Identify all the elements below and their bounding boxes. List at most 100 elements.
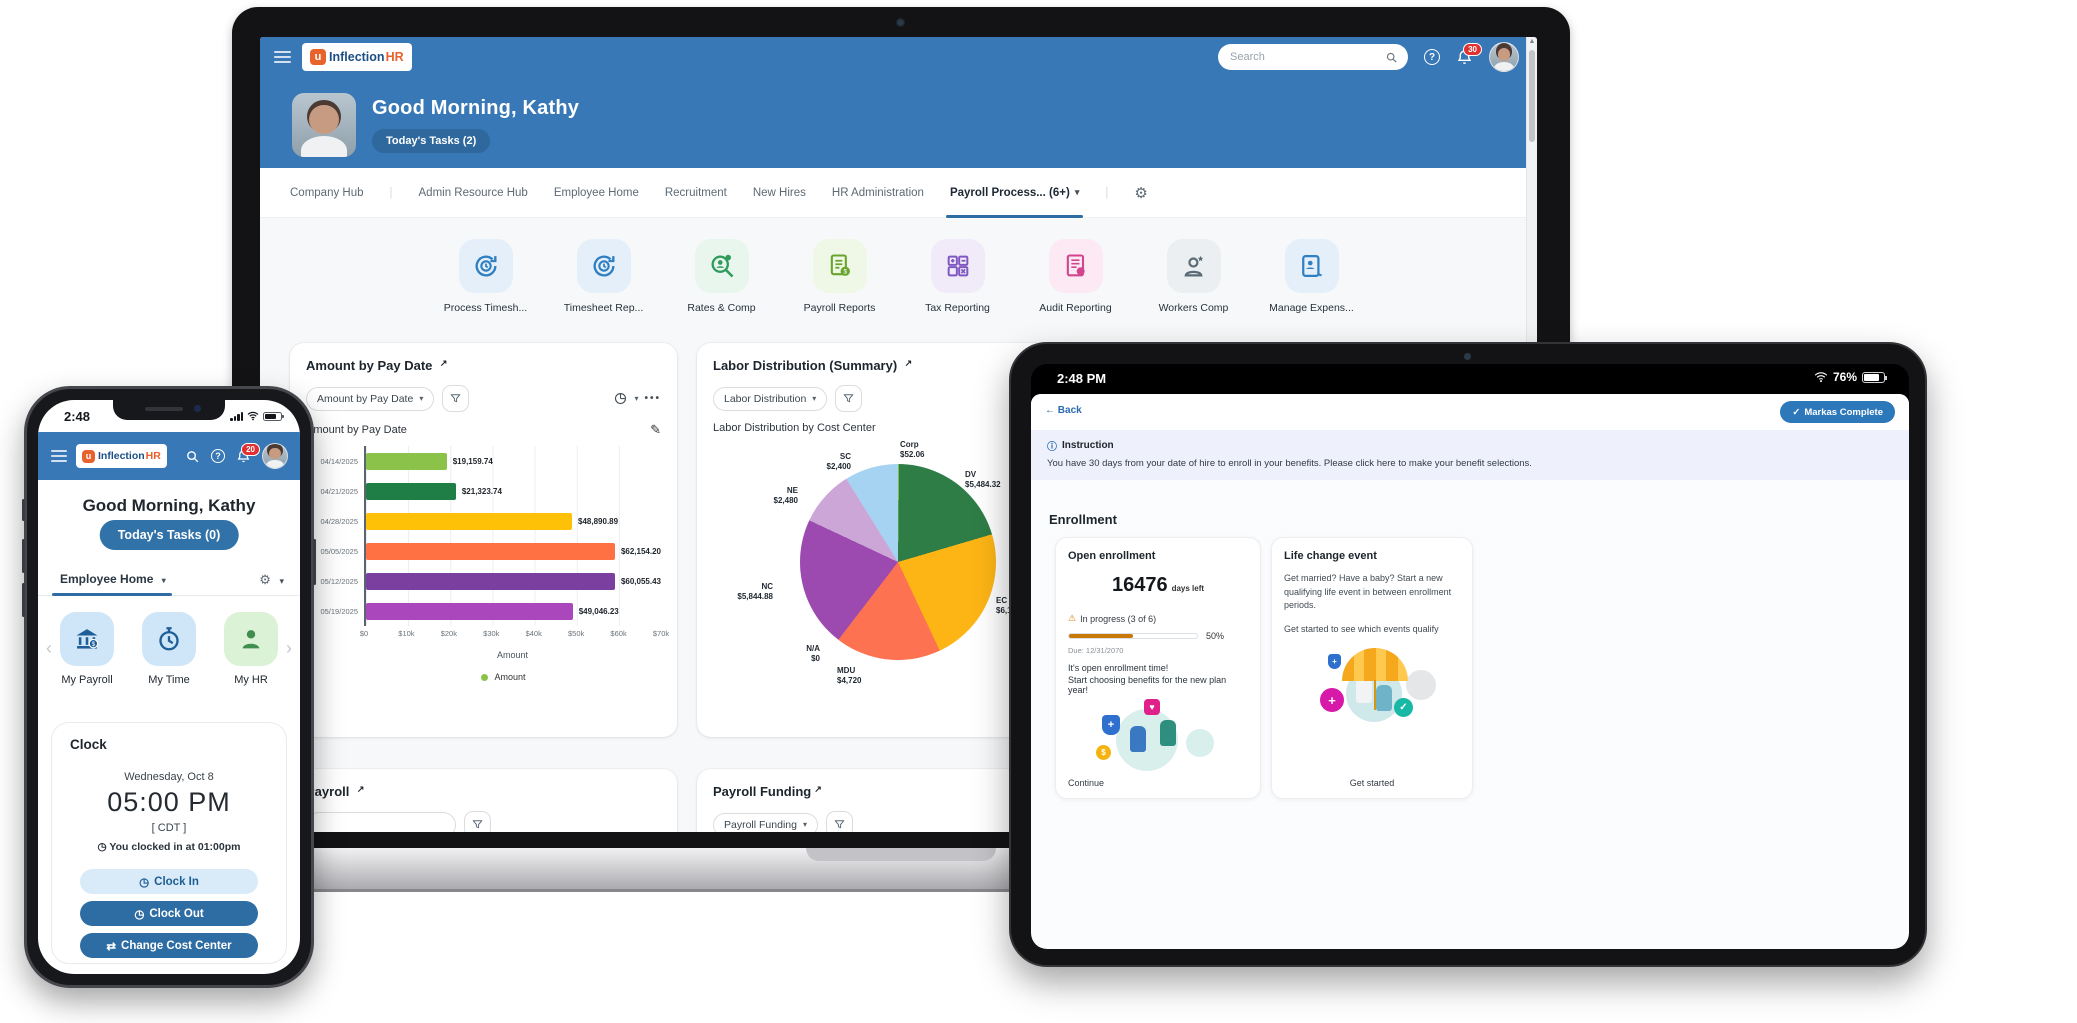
mark-complete-label: Markas Complete bbox=[1804, 406, 1883, 418]
info-icon: ⓘ bbox=[1047, 442, 1057, 453]
open-link-icon[interactable]: ↗ bbox=[904, 358, 913, 368]
tab-new-hires[interactable]: New Hires bbox=[752, 186, 806, 199]
inflectionhr-logo[interactable]: u Inflection HR bbox=[302, 43, 412, 71]
filter-funnel-button[interactable] bbox=[442, 385, 470, 412]
logo-text-2: HR bbox=[385, 50, 404, 64]
tab-divider: | bbox=[1105, 186, 1109, 199]
pie-slice-value: $2,400 bbox=[826, 462, 851, 472]
help-button[interactable]: ? bbox=[1424, 49, 1440, 65]
tabs-gear-icon[interactable]: ⚙ bbox=[1134, 184, 1148, 202]
app-process-timesh[interactable]: Process Timesh... bbox=[434, 239, 538, 314]
chart-filter-dropdown[interactable] bbox=[306, 811, 456, 832]
menu-icon[interactable] bbox=[51, 450, 67, 462]
app-rates-comp[interactable]: Rates & Comp bbox=[670, 239, 774, 314]
battery-percent: 76% bbox=[1832, 370, 1857, 384]
quick-link-my-payroll[interactable]: $ My Payroll bbox=[54, 612, 120, 686]
bar[interactable] bbox=[366, 572, 615, 590]
scrollbar-thumb[interactable] bbox=[1529, 50, 1535, 142]
open-link-icon[interactable]: ↗ bbox=[356, 784, 365, 794]
edit-pencil-icon[interactable]: ✎ bbox=[650, 422, 661, 437]
tab-company-hub[interactable]: Company Hub bbox=[290, 186, 364, 199]
life-change-line-2: Get started to see which events qualify bbox=[1284, 623, 1439, 634]
app-workers-comp[interactable]: Workers Comp bbox=[1142, 239, 1246, 314]
pie-slice-name: NC bbox=[761, 582, 773, 591]
pie-label-dv: DV $5,484.32 bbox=[965, 470, 1001, 491]
tab-payroll-process[interactable]: Payroll Process... (6+) ▾ bbox=[945, 168, 1084, 218]
mark-complete-button[interactable]: ✓ Markas Complete bbox=[1780, 401, 1895, 423]
laptop-camera-icon bbox=[896, 18, 905, 27]
user-avatar[interactable] bbox=[262, 443, 288, 469]
scroll-up-icon[interactable]: ▲ bbox=[1528, 38, 1536, 45]
search-icon[interactable] bbox=[185, 449, 200, 464]
chart-filter-dropdown[interactable]: Labor Distribution ▾ bbox=[713, 386, 828, 411]
help-button[interactable]: ? bbox=[211, 449, 225, 463]
pie-slice-name: SC bbox=[839, 452, 851, 461]
chevron-right-icon[interactable]: › bbox=[286, 638, 292, 658]
quick-link-my-hr[interactable]: My HR bbox=[218, 612, 284, 686]
clock-out-button[interactable]: ◷ Clock Out bbox=[80, 901, 258, 926]
settings-gear-icon[interactable]: ⚙ ▾ bbox=[259, 572, 284, 587]
chart-filter-dropdown[interactable]: Payroll Funding ▾ bbox=[713, 812, 818, 832]
notifications-button[interactable]: 20 bbox=[236, 442, 260, 464]
chart-subtitle-row: Amount by Pay Date ✎ bbox=[306, 422, 661, 438]
search-icon[interactable] bbox=[1385, 51, 1398, 64]
continue-link[interactable]: Continue bbox=[1068, 778, 1105, 788]
tab-employee-home[interactable]: Employee Home bbox=[553, 186, 639, 199]
bar-row: 04/21/2025 $21,323.74 bbox=[320, 476, 661, 506]
bar[interactable] bbox=[366, 452, 447, 470]
app-timesheet-rep[interactable]: Timesheet Rep... bbox=[552, 239, 656, 314]
inflectionhr-logo[interactable]: u Inflection HR bbox=[76, 444, 167, 468]
search-box[interactable] bbox=[1218, 44, 1408, 70]
tab-hr-administration[interactable]: HR Administration bbox=[831, 186, 924, 199]
app-tax-reporting[interactable]: Tax Reporting bbox=[906, 239, 1010, 314]
swap-icon: ⇄ bbox=[106, 940, 117, 953]
open-enrollment-illustration: + ♥ $ bbox=[1068, 699, 1248, 789]
dollar-coin-icon: $ bbox=[1096, 745, 1111, 760]
app-audit-reporting[interactable]: Audit Reporting bbox=[1024, 239, 1128, 314]
bar[interactable] bbox=[366, 602, 573, 620]
filter-funnel-button[interactable] bbox=[835, 385, 863, 412]
bar-category-label: 04/14/2025 bbox=[320, 456, 358, 466]
clock-time: 05:00 PM bbox=[107, 787, 231, 817]
user-avatar[interactable] bbox=[1489, 42, 1519, 72]
clock-in-button[interactable]: ◷ Clock In bbox=[80, 869, 258, 894]
get-started-link[interactable]: Get started bbox=[1349, 778, 1395, 788]
open-link-icon[interactable]: ↗ bbox=[439, 358, 448, 368]
pie-slice-name: Corp bbox=[900, 440, 919, 449]
filter-funnel-button[interactable] bbox=[464, 811, 491, 832]
chart-type-icon[interactable] bbox=[613, 391, 628, 406]
search-input[interactable] bbox=[1228, 50, 1385, 64]
change-cost-center-button[interactable]: ⇄ Change Cost Center bbox=[80, 933, 258, 958]
filter-row bbox=[306, 811, 661, 832]
back-button[interactable]: ← Back bbox=[1045, 405, 1082, 416]
quick-link-my-time[interactable]: My Time bbox=[136, 612, 202, 686]
shield-plus-icon: + bbox=[1328, 654, 1341, 669]
bar[interactable] bbox=[366, 542, 615, 560]
bar[interactable] bbox=[366, 482, 456, 500]
card-title: Life change event bbox=[1284, 550, 1377, 562]
todays-tasks-button[interactable]: Today's Tasks (2) bbox=[372, 129, 491, 153]
profile-photo[interactable] bbox=[292, 93, 356, 157]
filter-row: Payroll Funding ▾ bbox=[713, 811, 1068, 832]
filter-funnel-button[interactable] bbox=[825, 811, 853, 832]
menu-icon[interactable] bbox=[274, 51, 291, 63]
todays-tasks-button[interactable]: Today's Tasks (0) bbox=[99, 520, 239, 550]
worker-gear-icon bbox=[1166, 239, 1221, 293]
chart-filter-dropdown[interactable]: Amount by Pay Date ▾ bbox=[306, 386, 435, 411]
chevron-down-icon[interactable]: ▾ bbox=[634, 394, 639, 403]
tab-recruitment[interactable]: Recruitment bbox=[664, 186, 727, 199]
notifications-button[interactable]: 30 bbox=[1456, 42, 1482, 66]
bar[interactable] bbox=[366, 512, 573, 530]
labor-pie[interactable] bbox=[800, 464, 996, 660]
app-label: Timesheet Rep... bbox=[563, 302, 644, 314]
pie-slice-name: DV bbox=[965, 470, 977, 479]
chevron-down-icon: ▾ bbox=[1074, 187, 1080, 197]
tab-admin-resource-hub[interactable]: Admin Resource Hub bbox=[418, 186, 528, 199]
chevron-left-icon[interactable]: ‹ bbox=[46, 638, 52, 658]
app-manage-expens[interactable]: Manage Expens... bbox=[1260, 239, 1364, 314]
app-payroll-reports[interactable]: $ Payroll Reports bbox=[788, 239, 892, 314]
clock-icon: ◷ bbox=[134, 908, 145, 921]
open-link-icon[interactable]: ↗ bbox=[814, 784, 822, 794]
more-options-button[interactable]: ••• bbox=[644, 393, 661, 404]
tab-employee-home[interactable]: Employee Home ▾ bbox=[60, 572, 166, 586]
